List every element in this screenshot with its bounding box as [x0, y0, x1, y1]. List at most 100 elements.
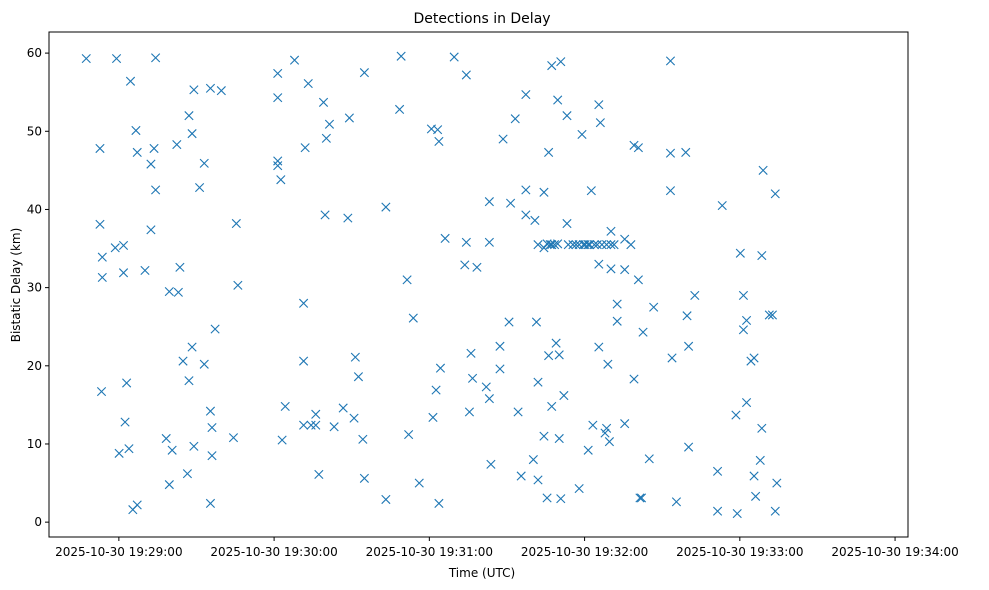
data-point	[205, 498, 216, 508]
data-point	[554, 433, 564, 444]
data-point	[544, 147, 554, 157]
data-point	[311, 420, 321, 430]
data-point	[273, 156, 283, 166]
data-point	[521, 210, 531, 220]
data-point	[299, 298, 309, 308]
data-point	[539, 243, 549, 253]
data-point	[404, 430, 414, 440]
data-point	[434, 498, 444, 508]
data-point	[175, 262, 185, 272]
data-point	[120, 417, 130, 427]
data-point	[741, 315, 752, 326]
data-point	[299, 420, 309, 430]
data-point	[182, 469, 193, 479]
data-point	[320, 210, 330, 220]
data-point	[594, 259, 604, 269]
x-tick-label: 2025-10-30 19:33:00	[676, 545, 803, 559]
data-point	[311, 409, 321, 419]
data-point	[521, 185, 531, 195]
data-point	[539, 431, 549, 441]
data-point	[531, 317, 542, 327]
data-point	[359, 68, 369, 78]
data-point	[533, 240, 543, 250]
data-point	[606, 264, 616, 274]
data-point	[758, 165, 768, 175]
data-points	[81, 51, 782, 519]
data-point	[571, 240, 581, 250]
data-point	[167, 445, 177, 455]
data-point	[684, 442, 694, 452]
data-point	[96, 387, 107, 397]
data-point	[434, 136, 444, 147]
data-point	[435, 363, 446, 373]
data-point	[118, 268, 129, 278]
data-point	[289, 55, 300, 65]
data-point	[510, 114, 520, 124]
data-point	[408, 313, 418, 323]
data-point	[603, 359, 613, 369]
data-point	[350, 352, 360, 362]
data-point	[556, 57, 566, 67]
data-point	[486, 459, 496, 469]
y-tick-label: 40	[27, 202, 42, 216]
data-point	[764, 310, 774, 320]
x-tick-label: 2025-10-30 19:34:00	[831, 545, 958, 559]
data-point	[125, 76, 136, 86]
data-point	[521, 89, 531, 100]
data-point	[205, 83, 216, 93]
data-point	[449, 52, 459, 62]
y-tick-label: 10	[27, 437, 42, 451]
data-point	[146, 225, 156, 235]
data-point	[767, 310, 778, 320]
data-point	[187, 342, 197, 352]
data-point	[533, 475, 543, 485]
data-point	[276, 175, 286, 185]
data-point	[440, 233, 450, 243]
data-point	[612, 316, 622, 326]
data-point	[184, 111, 194, 121]
data-point	[620, 265, 630, 275]
data-point	[633, 143, 643, 153]
x-axis-label: Time (UTC)	[448, 566, 515, 580]
y-tick-label: 30	[27, 281, 42, 295]
data-point	[273, 161, 283, 171]
data-point	[353, 372, 364, 382]
data-point	[580, 240, 590, 250]
data-point	[433, 125, 443, 135]
data-point	[414, 478, 424, 488]
data-point	[684, 341, 694, 351]
data-point	[530, 215, 540, 225]
data-point	[556, 494, 566, 504]
data-point	[638, 327, 648, 337]
y-tick-label: 20	[27, 359, 42, 373]
data-point	[132, 500, 142, 510]
data-point	[464, 407, 475, 417]
data-point	[597, 240, 607, 250]
data-point	[547, 401, 557, 412]
data-point	[549, 240, 560, 250]
data-point	[146, 159, 156, 169]
data-point	[682, 311, 692, 321]
data-point	[770, 189, 780, 199]
data-point	[428, 412, 438, 422]
data-point	[132, 147, 142, 157]
data-point	[344, 113, 354, 123]
data-point	[606, 226, 616, 236]
data-point	[553, 95, 563, 105]
data-point	[749, 471, 759, 481]
data-point	[588, 420, 598, 430]
data-point	[594, 100, 604, 110]
data-point	[539, 187, 549, 197]
data-point	[472, 262, 482, 272]
data-point	[690, 290, 700, 301]
y-tick-label: 0	[34, 515, 42, 529]
y-axis-label: Bistatic Delay (km)	[9, 228, 23, 343]
data-point	[636, 493, 647, 503]
data-point	[189, 85, 199, 95]
data-point	[626, 240, 636, 250]
data-point	[359, 473, 369, 483]
data-point	[394, 104, 405, 114]
data-point	[629, 140, 639, 150]
data-point	[484, 394, 494, 404]
